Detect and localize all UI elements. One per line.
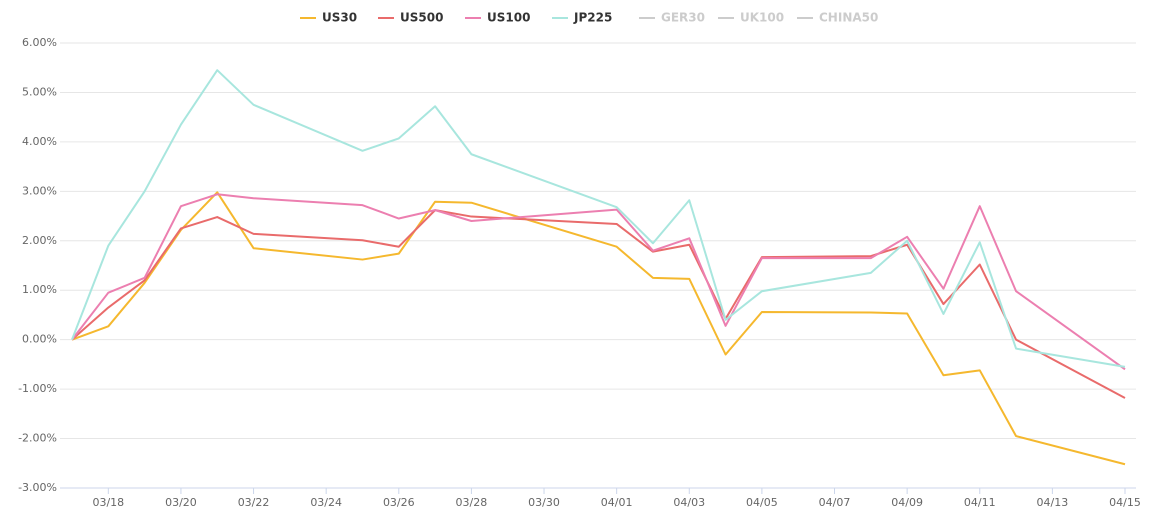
x-tick-label: 03/28	[456, 496, 488, 509]
y-tick-label: 1.00%	[22, 283, 57, 296]
x-tick-label: 03/18	[92, 496, 124, 509]
x-tick-label: 04/09	[891, 496, 923, 509]
x-tick-label: 03/30	[528, 496, 560, 509]
y-tick-label: 3.00%	[22, 184, 57, 197]
x-tick-label: 04/11	[964, 496, 996, 509]
x-tick-label: 03/24	[310, 496, 342, 509]
series-line	[71, 69, 1126, 368]
x-tick-label: 04/01	[601, 496, 633, 509]
x-tick-label: 04/15	[1109, 496, 1141, 509]
legend-label[interactable]: US100	[487, 11, 530, 25]
legend-label[interactable]: US30	[322, 11, 357, 25]
legend-label[interactable]: US500	[400, 11, 443, 25]
x-tick-label: 04/07	[819, 496, 851, 509]
y-tick-label: 4.00%	[22, 135, 57, 148]
x-tick-label: 03/26	[383, 496, 415, 509]
y-tick-label: 6.00%	[22, 36, 57, 49]
legend-label[interactable]: GER30	[661, 11, 705, 25]
series-line	[71, 193, 1126, 371]
x-tick-label: 04/13	[1037, 496, 1069, 509]
series-line	[71, 191, 1126, 466]
y-tick-label: 5.00%	[22, 85, 57, 98]
y-tick-label: -2.00%	[18, 432, 57, 445]
x-tick-label: 04/05	[746, 496, 778, 509]
x-tick-label: 03/22	[238, 496, 270, 509]
y-tick-label: -3.00%	[18, 481, 57, 494]
y-tick-label: -1.00%	[18, 382, 57, 395]
legend-label[interactable]: CHINA50	[819, 11, 878, 25]
y-tick-label: 0.00%	[22, 333, 57, 346]
legend-label[interactable]: JP225	[573, 11, 612, 25]
legend-label[interactable]: UK100	[740, 11, 784, 25]
series-line	[71, 209, 1126, 399]
x-tick-label: 04/03	[673, 496, 705, 509]
x-tick-label: 03/20	[165, 496, 197, 509]
y-tick-label: 2.00%	[22, 234, 57, 247]
